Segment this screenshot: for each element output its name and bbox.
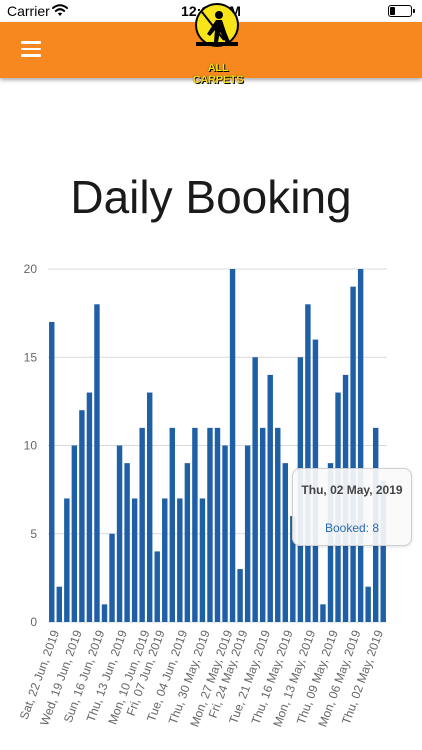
wifi-icon: [52, 4, 68, 16]
logo-text: ALL CARPETS: [192, 62, 244, 86]
chart-bar[interactable]: [109, 533, 115, 622]
chart-bar[interactable]: [350, 286, 356, 622]
chart-tooltip: Thu, 02 May, 2019 Booked: 8: [292, 468, 412, 546]
chart-bar[interactable]: [162, 498, 168, 622]
chart-bar[interactable]: [71, 445, 78, 623]
chart-bar[interactable]: [305, 304, 311, 622]
chart-bar[interactable]: [252, 357, 258, 622]
hamburger-menu-icon[interactable]: [21, 41, 41, 57]
chart-bar[interactable]: [154, 551, 160, 622]
chart-bar[interactable]: [146, 392, 153, 622]
all-carpets-logo: [195, 3, 239, 47]
chart-bar[interactable]: [259, 427, 266, 622]
logo-subtext: CLEANING & REPAIR: [194, 77, 244, 82]
y-tick-label: 20: [24, 262, 38, 276]
chart-bar[interactable]: [101, 604, 108, 622]
chart-bar[interactable]: [139, 427, 145, 622]
y-tick-label: 0: [30, 615, 37, 629]
chart-bar[interactable]: [184, 463, 191, 622]
carrier-label: Carrier: [7, 3, 50, 19]
chart-bar[interactable]: [177, 498, 183, 622]
chart-bar[interactable]: [380, 480, 386, 622]
chart-bar[interactable]: [56, 586, 63, 622]
chart-bar[interactable]: [357, 269, 364, 622]
chart-bar[interactable]: [124, 463, 130, 622]
chart-bar[interactable]: [64, 498, 70, 622]
chart-bar[interactable]: [192, 427, 198, 622]
chart-bar[interactable]: [86, 392, 93, 622]
chart-bar[interactable]: [267, 374, 273, 622]
y-tick-label: 5: [30, 527, 37, 541]
chart-bar[interactable]: [131, 498, 138, 622]
tooltip-date: Thu, 02 May, 2019: [301, 483, 403, 497]
battery-icon: [388, 5, 415, 17]
chart-bar[interactable]: [214, 427, 221, 622]
chart-bar[interactable]: [275, 427, 281, 622]
chart-bar[interactable]: [169, 427, 176, 622]
chart-bar[interactable]: [290, 516, 296, 622]
chart-bar[interactable]: [320, 604, 326, 622]
chart-bar[interactable]: [199, 498, 206, 622]
chart-bar[interactable]: [244, 445, 251, 623]
chart-bar[interactable]: [237, 569, 243, 622]
chart-bar[interactable]: [365, 586, 371, 622]
chart-bar[interactable]: [229, 269, 236, 622]
chart-bar[interactable]: [222, 445, 228, 623]
chart-bar[interactable]: [49, 321, 55, 622]
chart-bar[interactable]: [94, 304, 100, 622]
chart-bar[interactable]: [207, 427, 213, 622]
y-tick-label: 10: [24, 439, 38, 453]
y-tick-label: 15: [24, 350, 38, 364]
page-title: Daily Booking: [70, 171, 352, 223]
chart-bar[interactable]: [282, 463, 289, 622]
chart-bar[interactable]: [116, 445, 123, 623]
chart-bar[interactable]: [79, 410, 85, 622]
tooltip-value: Booked: 8: [324, 521, 380, 535]
